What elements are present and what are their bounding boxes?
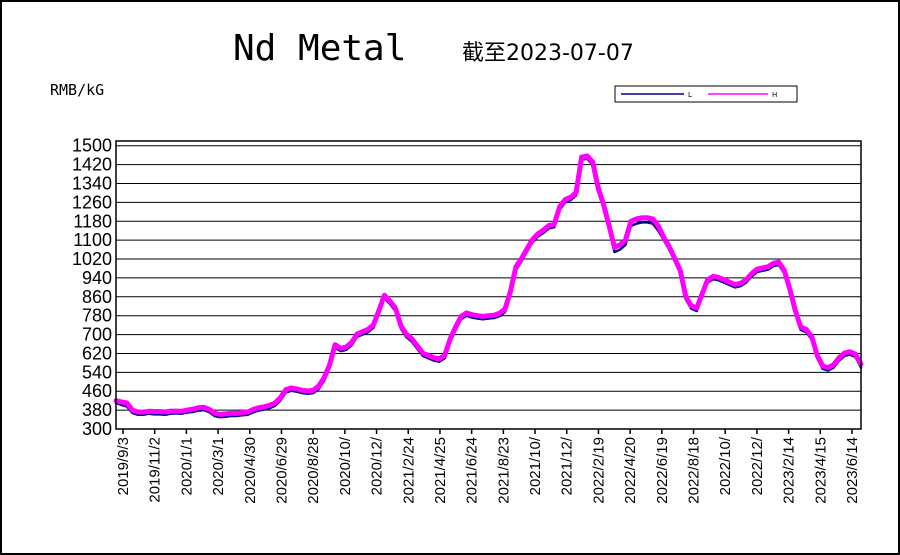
y-tick-label: 380 — [82, 400, 112, 420]
x-tick-label: 2021/8/23 — [495, 437, 512, 504]
x-tick-label: 2020/4/30 — [242, 437, 259, 504]
y-tick-label: 1420 — [72, 155, 112, 175]
series-line-h — [113, 153, 864, 417]
y-tick-label: 1500 — [72, 136, 112, 156]
legend: L H — [614, 85, 798, 103]
y-tick-label: 1020 — [72, 249, 112, 269]
y-tick-label: 1100 — [73, 230, 112, 250]
legend-box — [614, 85, 798, 103]
y-tick-label: 300 — [82, 419, 112, 439]
series-layer — [113, 153, 864, 419]
x-tick-label: 2020/6/29 — [273, 437, 290, 504]
plot-area-border — [115, 140, 862, 430]
x-tick-label: 2020/3/1 — [210, 437, 227, 495]
y-tick-label: 1260 — [72, 192, 112, 212]
y-tick-label: 620 — [82, 343, 112, 363]
x-tick-label: 2021/6/24 — [464, 437, 481, 504]
y-tick-label: 1180 — [73, 211, 112, 231]
x-tick-label: 2020/1/1 — [178, 437, 195, 495]
chart-subtitle: 截至2023-07-07 — [462, 41, 634, 66]
legend-label-h: H — [772, 91, 777, 99]
x-tick-label: 2022/2/19 — [590, 437, 607, 504]
chart-title: Nd Metal — [233, 28, 406, 69]
x-tick-label: 2021/12/ — [559, 436, 576, 495]
y-tick-label: 540 — [82, 362, 112, 382]
y-tick-label: 780 — [82, 306, 112, 326]
series-line-l — [114, 157, 863, 419]
x-tick-label: 2019/9/3 — [115, 437, 132, 495]
y-tick-label: 1340 — [72, 173, 112, 193]
x-tick-label: 2019/11/2 — [147, 437, 164, 503]
x-tick-label: 2021/4/25 — [432, 437, 449, 504]
x-tick-label: 2020/10/ — [337, 436, 354, 495]
x-tick-label: 2023/4/15 — [812, 437, 829, 504]
x-tick-labels: 2019/9/3 2019/11/2 2020/1/1 2020/3/1 2020/4/… — [115, 429, 861, 504]
x-tick-label: 2022/10/ — [717, 436, 734, 495]
x-tick-label: 2023/6/14 — [844, 437, 861, 504]
x-tick-label: 2023/2/14 — [781, 437, 798, 504]
grid-layer — [116, 145, 861, 430]
y-tick-label: 700 — [82, 325, 112, 345]
y-tick-labels: 3003804605406207007808609401020110011801… — [72, 136, 112, 439]
x-tick-label: 2022/6/19 — [654, 437, 671, 504]
y-axis-unit: RMB/kG — [50, 81, 104, 99]
legend-label-l: L — [688, 91, 692, 99]
x-tick-label: 2022/4/20 — [622, 437, 639, 504]
y-tick-label: 940 — [82, 268, 112, 288]
x-tick-label: 2022/8/18 — [686, 437, 703, 504]
y-tick-label: 860 — [82, 287, 112, 307]
x-tick-label: 2021/10/ — [527, 436, 544, 495]
x-tick-label: 2020/8/28 — [305, 437, 322, 504]
x-tick-label: 2021/2/24 — [400, 437, 417, 504]
x-tick-label: 2020/12/ — [369, 436, 386, 495]
x-tick-label: 2022/12/ — [749, 436, 766, 495]
y-tick-label: 460 — [82, 381, 112, 401]
